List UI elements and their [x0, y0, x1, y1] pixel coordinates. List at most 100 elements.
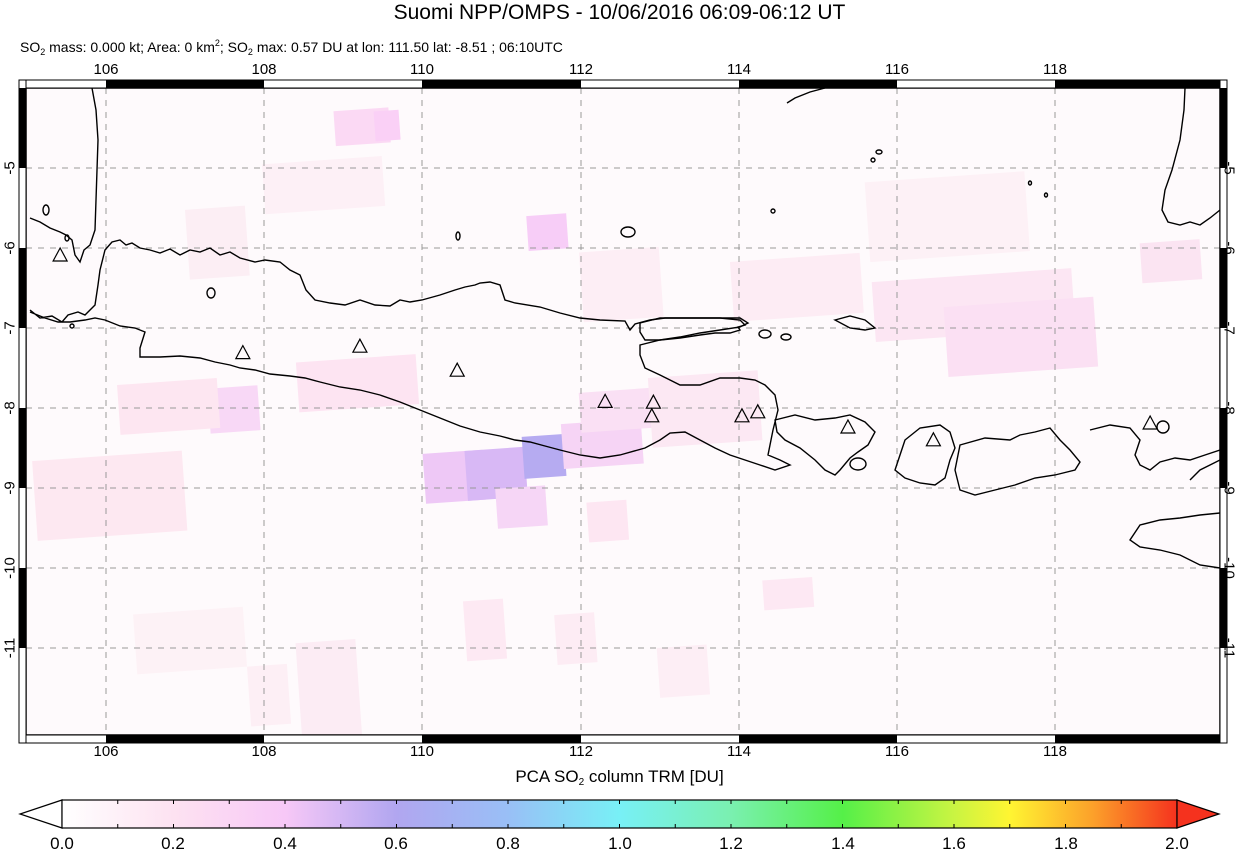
summary-area-sup: 2 — [214, 38, 220, 48]
lon-label-top-110: 110 — [410, 61, 434, 78]
right-border-scale — [1219, 79, 1228, 744]
colorbar-over-arrow — [1176, 799, 1221, 829]
coast-flores — [1089, 424, 1220, 471]
colorbar-tick-1.6: 1.6 — [942, 834, 966, 853]
lat-label-text: -9 — [1220, 481, 1238, 495]
coast-sumatra — [29, 88, 99, 264]
coast-java — [29, 239, 792, 471]
lat-label-right--5: -5 — [1219, 153, 1239, 183]
colorbar-tick-1.0: 1.0 — [608, 834, 632, 853]
colorbar — [18, 799, 1221, 829]
map-title: Suomi NPP/OMPS - 10/06/2016 06:09-06:12 … — [393, 1, 846, 24]
colorbar-tick-0.2: 0.2 — [161, 834, 185, 853]
lat-label-right--7: -7 — [1219, 313, 1239, 343]
coast-flores-east — [1189, 459, 1220, 481]
volcano-triangle-icon — [839, 418, 856, 434]
top-border-scale — [18, 79, 1228, 89]
volcano-triangle-icon — [52, 246, 69, 262]
lat-label-right--8: -8 — [1219, 393, 1239, 423]
volcano-triangle-icon — [597, 393, 614, 408]
lon-label-bottom-110: 110 — [410, 743, 434, 760]
summary-sep: ; SO — [219, 39, 248, 55]
lat-label-right--9: -9 — [1219, 473, 1239, 503]
lon-label-bottom-116: 116 — [885, 743, 909, 760]
colorbar-tick-1.8: 1.8 — [1054, 834, 1078, 853]
colorbar-tick-0.0: 0.0 — [50, 834, 74, 853]
lat-label-right--11: -11 — [1219, 633, 1239, 663]
lat-label-left--10: -10 — [0, 553, 20, 583]
lat-label-right--6: -6 — [1219, 233, 1239, 263]
lat-label-left--5: -5 — [0, 153, 20, 183]
volcano-triangle-icon — [645, 393, 662, 409]
lat-label-left--11: -11 — [0, 633, 20, 663]
lat-label-left--9: -9 — [0, 473, 20, 503]
coast-kangean — [833, 315, 877, 331]
colorbar-tick-0.4: 0.4 — [273, 834, 297, 853]
coast-timor — [1129, 512, 1220, 569]
lat-label-text: -6 — [1, 241, 19, 255]
colorbar-title-sub: 2 — [578, 777, 585, 788]
colorbar-title-prefix: PCA SO — [515, 767, 579, 786]
lon-label-top-106: 106 — [93, 61, 119, 78]
lat-label-left--6: -6 — [0, 233, 20, 263]
bottom-border-scale — [18, 734, 1228, 744]
lon-label-top-108: 108 — [251, 61, 277, 78]
lat-label-left--7: -7 — [0, 313, 20, 343]
lat-label-text: -11 — [1, 637, 19, 659]
coast-borneo — [786, 88, 826, 104]
colorbar-tick-1.2: 1.2 — [719, 834, 743, 853]
volcano-triangle-icon — [749, 403, 766, 419]
volcano-triangle-icon — [351, 337, 368, 353]
lat-label-text: -10 — [1, 557, 19, 579]
colorbar-title-suffix: column TRM [DU] — [584, 767, 724, 786]
lon-label-bottom-112: 112 — [569, 743, 593, 760]
summary-so2-label: SO — [20, 39, 41, 55]
summary-mass-area: mass: 0.000 kt; Area: 0 km — [45, 39, 215, 55]
summary-max: max: 0.57 DU at lon: 111.50 lat: -8.51 ;… — [252, 39, 563, 55]
so2-summary: SO2 mass: 0.000 kt; Area: 0 km2; SO2 max… — [20, 34, 563, 61]
coast-madura — [639, 317, 750, 341]
coast-sumbawa — [954, 427, 1081, 496]
summary-so2-sub: 2 — [40, 47, 46, 57]
lat-label-text: -5 — [1, 161, 19, 175]
lon-label-top-116: 116 — [885, 61, 909, 78]
lon-label-top-114: 114 — [727, 61, 751, 78]
volcano-triangle-icon — [925, 431, 942, 447]
lat-label-left--8: -8 — [0, 393, 20, 423]
lat-label-text: -11 — [1220, 637, 1238, 659]
colorbar-title: PCA SO2 column TRM [DU] — [0, 767, 1239, 788]
colorbar-tick-2.0: 2.0 — [1165, 834, 1189, 853]
lon-label-bottom-108: 108 — [251, 743, 277, 760]
lon-label-bottom-118: 118 — [1043, 743, 1067, 760]
lat-label-text: -6 — [1220, 241, 1238, 255]
coastlines — [29, 88, 1220, 569]
colorbar-tick-0.8: 0.8 — [496, 834, 520, 853]
lat-label-text: -9 — [1, 481, 19, 495]
lon-label-bottom-106: 106 — [93, 743, 119, 760]
volcano-triangle-icon — [1142, 414, 1159, 430]
lat-label-text: -8 — [1220, 401, 1238, 415]
lat-label-text: -7 — [1, 321, 19, 335]
volcano-markers — [52, 246, 1159, 447]
colorbar-tick-1.4: 1.4 — [831, 834, 855, 853]
lat-label-text: -7 — [1220, 321, 1238, 335]
coast-bali — [774, 414, 876, 476]
volcano-triangle-icon — [643, 407, 660, 423]
summary-so2-sub2: 2 — [247, 47, 253, 57]
volcano-triangle-icon — [449, 361, 466, 377]
colorbar-under-arrow — [18, 799, 63, 829]
lat-label-text: -5 — [1220, 161, 1238, 175]
left-border-scale — [18, 79, 27, 744]
lon-label-bottom-114: 114 — [727, 743, 751, 760]
lon-label-top-112: 112 — [569, 61, 593, 78]
lat-label-text: -10 — [1220, 557, 1238, 579]
coast-lombok — [894, 424, 956, 486]
volcano-triangle-icon — [733, 407, 750, 423]
lat-label-right--10: -10 — [1219, 553, 1239, 583]
so2-pixel-layer — [32, 107, 1203, 735]
lat-label-text: -8 — [1, 401, 19, 415]
colorbar-tick-0.6: 0.6 — [384, 834, 408, 853]
volcano-triangle-icon — [234, 344, 251, 360]
lon-label-top-118: 118 — [1043, 61, 1067, 78]
